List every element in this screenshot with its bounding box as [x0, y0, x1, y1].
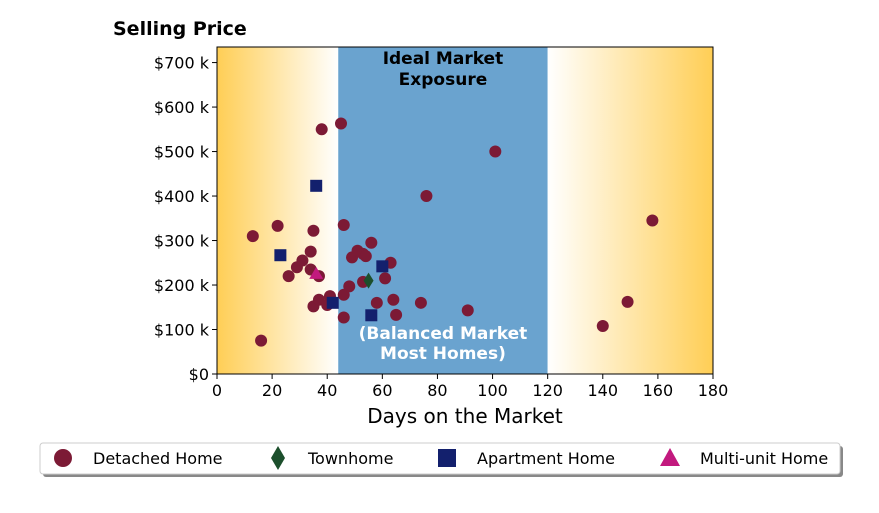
- y-axis-title: Selling Price: [113, 18, 247, 40]
- legend-label: Townhome: [307, 449, 393, 468]
- detached-home-point: [337, 311, 350, 324]
- legend-marker: [438, 449, 456, 467]
- apartment-home-point: [365, 309, 378, 322]
- x-tick-label: 40: [317, 381, 337, 400]
- multi-unit-home-point: [309, 266, 324, 279]
- detached-home-point: [390, 308, 403, 321]
- detached-home-point: [596, 319, 609, 332]
- detached-home-point: [296, 254, 309, 267]
- apartment-home-point: [274, 249, 287, 262]
- band-bottom-label-line-2: Most Homes): [380, 344, 506, 364]
- y-tick-label: $200 k: [154, 276, 210, 295]
- detached-home-point: [461, 304, 474, 317]
- apartment-home-point: [310, 179, 323, 192]
- legend-item: Multi-unit Home: [660, 448, 828, 468]
- x-tick-label: 80: [427, 381, 447, 400]
- detached-home-point: [337, 218, 350, 231]
- legend-label: Detached Home: [93, 449, 223, 468]
- detached-home-point: [420, 190, 433, 203]
- legend: Detached Home Townhome Apartment Home Multi…: [39, 442, 843, 477]
- legend-item: Townhome: [271, 446, 393, 470]
- band-labels: Ideal Market Exposure (Balanced Market M…: [359, 49, 528, 364]
- detached-home-point: [337, 288, 350, 301]
- detached-home-point: [255, 334, 268, 347]
- y-tick-label: $0: [189, 365, 209, 384]
- band-bottom-label-line-1: (Balanced Market: [359, 324, 528, 344]
- detached-home-point: [365, 236, 378, 249]
- data-points: [246, 117, 659, 347]
- legend-label: Apartment Home: [477, 449, 615, 468]
- x-tick-label: 0: [212, 381, 222, 400]
- detached-home-point: [489, 145, 502, 158]
- detached-home-point: [646, 214, 659, 227]
- legend-marker: [271, 446, 285, 470]
- apartment-home-point: [326, 296, 339, 309]
- y-axis: $0 $100 k $200 k $300 k $400 k $500 k $600 k $7…: [154, 54, 217, 384]
- detached-home-point: [387, 293, 400, 306]
- right-gradient-zone: [547, 47, 713, 374]
- legend-marker: [54, 449, 72, 467]
- y-tick-label: $400 k: [154, 187, 210, 206]
- plot-background: [217, 47, 713, 374]
- plot-frame: [216, 46, 714, 375]
- band-top-label-line-2: Exposure: [399, 70, 488, 90]
- apartment-home-point: [376, 260, 389, 273]
- legend-label: Multi-unit Home: [700, 449, 828, 468]
- detached-home-point: [304, 245, 317, 258]
- detached-home-point: [359, 250, 372, 263]
- detached-home-point: [282, 270, 295, 283]
- x-tick-label: 100: [477, 381, 508, 400]
- x-axis: 0 20 40 60 80 100 120 140 160 180: [212, 374, 728, 400]
- x-tick-label: 60: [372, 381, 392, 400]
- detached-home-point: [379, 272, 392, 285]
- x-tick-label: 140: [588, 381, 619, 400]
- y-tick-label: $100 k: [154, 321, 210, 340]
- detached-home-point: [414, 296, 427, 309]
- legend-marker: [660, 448, 680, 466]
- detached-home-point: [315, 123, 328, 136]
- y-tick-label: $600 k: [154, 98, 210, 117]
- legend-item: Detached Home: [54, 449, 223, 468]
- detached-home-point: [246, 230, 259, 243]
- detached-home-point: [307, 224, 320, 237]
- detached-home-point: [271, 219, 284, 232]
- legend-item: Apartment Home: [438, 449, 615, 468]
- x-tick-label: 160: [643, 381, 674, 400]
- x-tick-label: 20: [262, 381, 282, 400]
- detached-home-point: [335, 117, 347, 130]
- y-tick-label: $700 k: [154, 54, 210, 73]
- band-top-label-line-1: Ideal Market: [383, 49, 504, 69]
- x-tick-label: 180: [698, 381, 729, 400]
- detached-home-point: [343, 280, 356, 293]
- x-axis-title: Days on the Market: [367, 404, 563, 428]
- townhome-point: [363, 272, 374, 289]
- y-tick-label: $500 k: [154, 143, 210, 162]
- detached-home-point: [621, 295, 634, 308]
- left-gradient-zone: [217, 47, 339, 374]
- y-tick-label: $300 k: [154, 232, 210, 251]
- detached-home-point: [370, 296, 383, 309]
- x-tick-label: 120: [532, 381, 563, 400]
